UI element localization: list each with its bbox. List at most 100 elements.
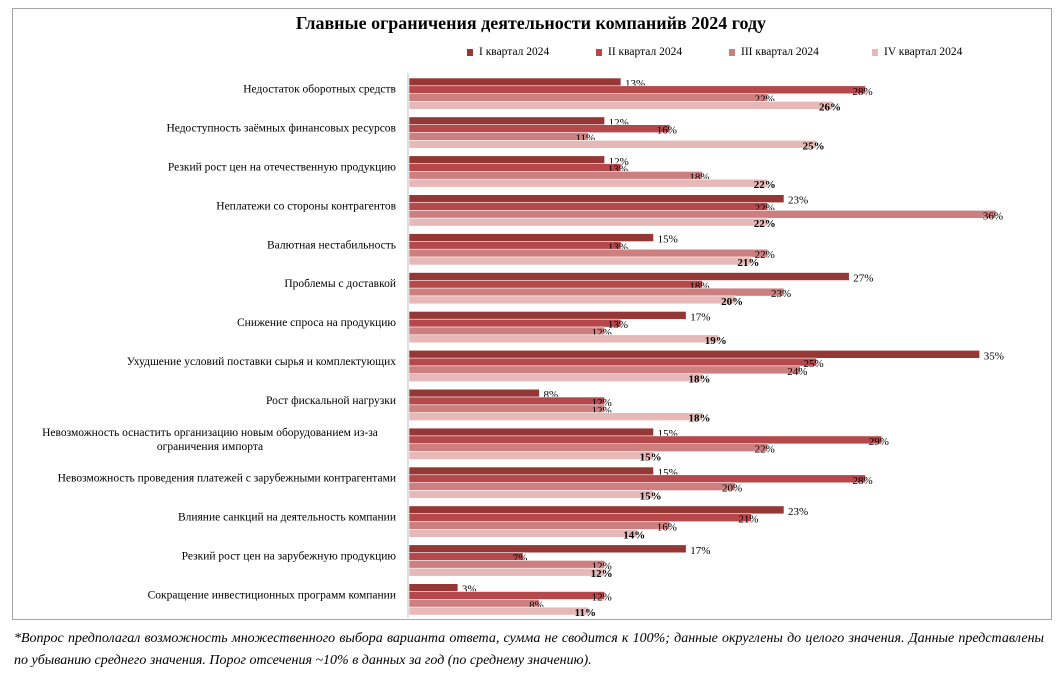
bar bbox=[408, 552, 524, 561]
bar bbox=[408, 163, 622, 172]
category-label: Недоступность заёмных финансовых ресурсо… bbox=[166, 123, 396, 135]
bar bbox=[408, 256, 752, 266]
bar bbox=[408, 101, 834, 110]
footnote: *Вопрос предполагал возможность множеств… bbox=[14, 631, 1044, 668]
bar bbox=[408, 287, 785, 297]
bar bbox=[408, 435, 883, 445]
bar bbox=[408, 521, 671, 530]
bar bbox=[408, 217, 769, 227]
legend-swatch bbox=[729, 48, 735, 56]
data-label: 22% bbox=[755, 444, 775, 456]
data-label: 22% bbox=[754, 218, 776, 230]
chart-legend: I квартал 2024 II квартал 2024 III квартал… bbox=[0, 46, 1062, 62]
data-label: 25% bbox=[803, 140, 825, 152]
bar bbox=[408, 279, 703, 289]
bar bbox=[408, 318, 622, 328]
data-label: 20% bbox=[722, 483, 742, 495]
category-label: Сокращение инвестиционных программ компа… bbox=[148, 589, 396, 601]
category-label: Невозможность оснастить организацию новы… bbox=[42, 427, 378, 453]
bar bbox=[408, 544, 687, 554]
bar bbox=[408, 334, 720, 344]
data-label: 15% bbox=[640, 452, 662, 464]
bar bbox=[408, 583, 459, 593]
legend-label: I квартал 2024 bbox=[479, 46, 550, 58]
bar bbox=[408, 560, 605, 569]
legend-label: III квартал 2024 bbox=[741, 46, 819, 58]
bar bbox=[408, 248, 769, 258]
category-label: Влияние санкций на деятельность компании bbox=[178, 512, 396, 524]
bar bbox=[408, 427, 654, 437]
bar bbox=[408, 598, 540, 608]
data-label: 17% bbox=[690, 545, 710, 557]
data-label: 12% bbox=[592, 592, 612, 604]
data-label: 26% bbox=[819, 101, 841, 113]
data-label: 18% bbox=[689, 413, 711, 425]
data-label: 14% bbox=[623, 529, 645, 541]
bar bbox=[408, 155, 605, 165]
bar bbox=[408, 272, 850, 281]
data-label: 35% bbox=[984, 350, 1004, 362]
bar bbox=[408, 606, 589, 616]
bar bbox=[408, 373, 703, 383]
bar bbox=[408, 474, 866, 484]
category-label: Ухудшение условий поставки сырья и компл… bbox=[127, 356, 396, 368]
category-label: Проблемы с доставкой bbox=[284, 278, 396, 290]
bar bbox=[408, 171, 703, 180]
data-label: 20% bbox=[721, 296, 743, 308]
bar bbox=[408, 412, 703, 421]
bar bbox=[408, 482, 736, 491]
legend-swatch bbox=[872, 48, 878, 56]
data-label: 23% bbox=[771, 288, 791, 300]
bar bbox=[408, 140, 817, 149]
data-label: 25% bbox=[804, 358, 824, 370]
bar bbox=[408, 85, 866, 95]
bar bbox=[408, 241, 622, 250]
bar bbox=[408, 178, 769, 188]
legend-label: II квартал 2024 bbox=[608, 46, 683, 58]
bar bbox=[408, 357, 817, 367]
legend-item: III квартал 2024 bbox=[729, 46, 819, 58]
data-label: 16% bbox=[657, 522, 677, 534]
bar bbox=[408, 295, 736, 305]
legend-item: II квартал 2024 bbox=[596, 46, 682, 58]
bar bbox=[408, 365, 801, 375]
data-label: 28% bbox=[852, 475, 872, 487]
legend-item: IV квартал 2024 bbox=[872, 46, 962, 58]
bar bbox=[408, 513, 752, 523]
category-label: Неплатежи со стороны контрагентов bbox=[216, 200, 396, 212]
data-label: 15% bbox=[640, 490, 662, 502]
data-label: 29% bbox=[869, 436, 889, 448]
bar bbox=[408, 388, 540, 398]
bar bbox=[408, 404, 605, 414]
bar-chart: Недостаток оборотных средств 13% 28% 22% 26%… bbox=[42, 73, 1004, 619]
data-label: 23% bbox=[788, 506, 808, 518]
category-label: Рост фискальной нагрузки bbox=[266, 395, 396, 407]
bar bbox=[408, 443, 769, 453]
data-label: 17% bbox=[690, 311, 710, 323]
bar bbox=[408, 233, 654, 242]
legend-label: IV квартал 2024 bbox=[884, 46, 963, 58]
category-label: Резкий рост цен на зарубежную продукцию bbox=[182, 551, 397, 563]
bar bbox=[408, 567, 605, 577]
data-label: 21% bbox=[738, 514, 758, 526]
data-label: 22% bbox=[754, 179, 776, 191]
data-label: 23% bbox=[788, 195, 808, 207]
legend-item: I квартал 2024 bbox=[467, 46, 549, 58]
bar bbox=[408, 326, 605, 336]
legend-swatch bbox=[596, 48, 602, 56]
data-label: 18% bbox=[689, 374, 711, 386]
data-label: 19% bbox=[705, 335, 727, 347]
bar bbox=[408, 466, 654, 476]
bar bbox=[408, 132, 589, 141]
bar bbox=[408, 349, 980, 359]
bar bbox=[408, 591, 605, 600]
category-label: Недостаток оборотных средств bbox=[243, 84, 396, 96]
data-label: 16% bbox=[657, 125, 677, 137]
data-label: 27% bbox=[853, 273, 873, 285]
chart-title: Главные ограничения деятельности компани… bbox=[295, 13, 767, 33]
bar bbox=[408, 396, 605, 406]
category-label: Резкий рост цен на отечественную продукц… bbox=[168, 162, 397, 174]
bar bbox=[408, 194, 785, 203]
bar bbox=[408, 210, 997, 219]
bar bbox=[408, 490, 654, 499]
